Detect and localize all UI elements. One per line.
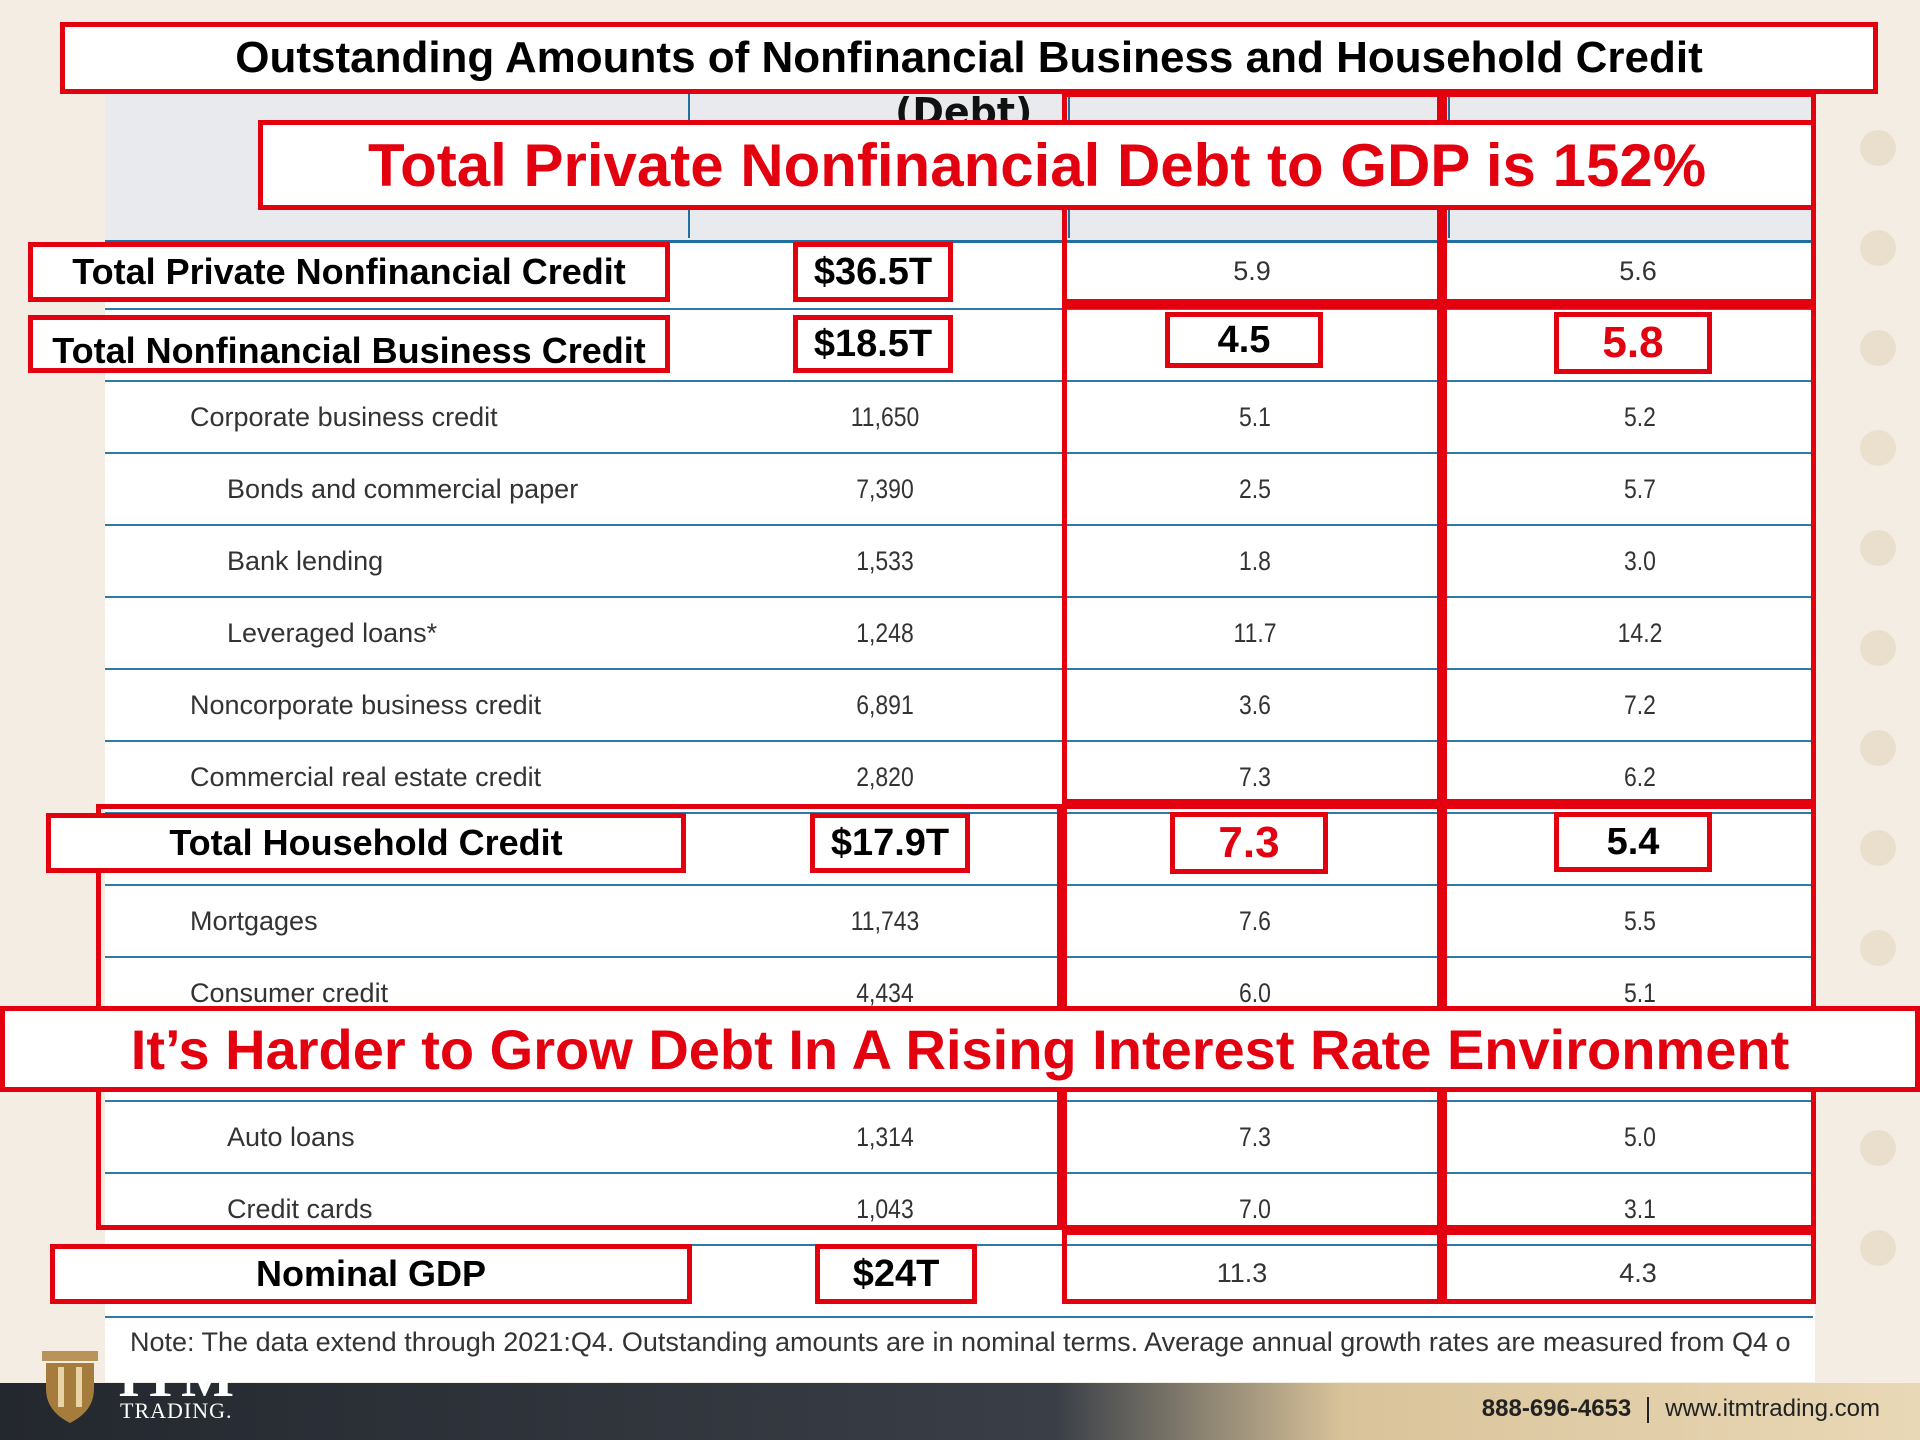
row-amount: 1,314 <box>856 1122 914 1152</box>
row-growth-2: 5.1 <box>1624 978 1656 1008</box>
table-row-gdp <box>105 1246 1813 1318</box>
row-label: Bank lending <box>227 546 384 576</box>
row-label: Auto loans <box>227 1122 355 1152</box>
table-row-business <box>105 310 1813 382</box>
table-row: Auto loans 1,314 7.3 5.0 <box>105 1102 1813 1174</box>
row-label: Bonds and commercial paper <box>227 474 579 504</box>
row-growth-1: 7.6 <box>1239 906 1271 936</box>
footer-bar <box>0 1383 1920 1440</box>
label-household-credit: Total Household Credit <box>46 813 686 873</box>
row-amount: 1,533 <box>856 546 914 576</box>
row-growth-1: 3.6 <box>1239 690 1271 720</box>
row-label: Leveraged loans* <box>227 618 438 648</box>
contact-info: 888-696-4653 www.itmtrading.com <box>1482 1395 1880 1423</box>
table-row-hidden <box>105 1030 1813 1102</box>
label-nominal-gdp: Nominal GDP <box>50 1244 692 1304</box>
table-row: Mortgages 11,743 7.6 5.5 <box>105 886 1813 958</box>
private-growth-1: 5.9 <box>1233 256 1271 286</box>
row-amount: 1,043 <box>856 1194 914 1224</box>
row-growth-2: 7.2 <box>1624 690 1656 720</box>
brand-sub: TRADING. <box>120 1398 233 1423</box>
row-growth-1: 7.3 <box>1239 762 1271 792</box>
row-amount: 4,434 <box>856 978 914 1008</box>
decorative-pattern <box>1830 90 1920 1340</box>
growth-business-1: 4.5 <box>1165 312 1323 368</box>
table-row: Leveraged loans* 1,248 11.7 14.2 <box>105 598 1813 670</box>
row-growth-2: 5.7 <box>1624 474 1656 504</box>
table-note: Note: The data extend through 2021:Q4. O… <box>130 1327 1790 1357</box>
gdp-growth-2: 4.3 <box>1619 1258 1657 1288</box>
row-growth-2: 5.0 <box>1624 1122 1656 1152</box>
row-growth-1: 7.0 <box>1239 1194 1271 1224</box>
table-row-private <box>105 238 1813 310</box>
row-amount: 11,650 <box>850 402 920 432</box>
row-amount: 7,390 <box>856 474 914 504</box>
row-amount: 2,820 <box>856 762 914 792</box>
row-label: Credit cards <box>227 1194 373 1224</box>
private-growth-2: 5.6 <box>1619 256 1657 286</box>
row-growth-1: 1.8 <box>1239 546 1271 576</box>
gdp-growth-1: 11.3 <box>1216 1258 1268 1288</box>
website-link[interactable]: www.itmtrading.com <box>1665 1395 1880 1422</box>
row-growth-2: 5.2 <box>1624 402 1656 432</box>
row-growth-2: 5.5 <box>1624 906 1656 936</box>
table-row: Noncorporate business credit 6,891 3.6 7… <box>105 670 1813 742</box>
row-amount: 11,743 <box>850 906 920 936</box>
highlight-frame <box>1442 304 1816 804</box>
amount-household-credit: $17.9T <box>810 813 970 873</box>
row-growth-2: 14.2 <box>1617 618 1663 648</box>
row-growth-1: 2.5 <box>1239 474 1271 504</box>
table-row: Bank lending 1,533 1.8 3.0 <box>105 526 1813 598</box>
row-label: Noncorporate business credit <box>190 690 542 720</box>
row-growth-2: 6.2 <box>1624 762 1656 792</box>
row-growth-1: 6.0 <box>1239 978 1271 1008</box>
growth-business-2: 5.8 <box>1554 312 1712 374</box>
highlight-frame <box>1062 304 1442 804</box>
growth-household-2: 5.4 <box>1554 812 1712 872</box>
row-growth-1: 11.7 <box>1233 618 1277 648</box>
label-business-credit: Total Nonfinancial Business Credit <box>28 315 670 373</box>
headline-rising-rates: It’s Harder to Grow Debt In A Rising Int… <box>0 1006 1920 1092</box>
table-row: Corporate business credit 11,650 5.1 5.2 <box>105 382 1813 454</box>
row-amount: 6,891 <box>856 690 914 720</box>
amount-nominal-gdp: $24T <box>815 1244 977 1304</box>
amount-private-credit: $36.5T <box>793 242 953 302</box>
row-growth-1: 7.3 <box>1239 1122 1271 1152</box>
growth-household-1: 7.3 <box>1170 812 1328 874</box>
row-growth-2: 3.1 <box>1624 1194 1656 1224</box>
row-growth-1: 5.1 <box>1239 402 1271 432</box>
row-growth-2: 3.0 <box>1624 546 1656 576</box>
highlight-frame <box>1442 1230 1816 1304</box>
row-amount: 1,248 <box>856 618 914 648</box>
itm-logo-icon <box>42 1351 98 1423</box>
brand-name: ITM <box>118 1347 236 1409</box>
highlight-frame <box>1062 1230 1442 1304</box>
row-label: Mortgages <box>190 906 318 936</box>
row-label: Commercial real estate credit <box>190 762 542 792</box>
headline-debt-to-gdp: Total Private Nonfinancial Debt to GDP i… <box>258 120 1816 210</box>
row-label: Consumer credit <box>190 978 389 1008</box>
page-title: Outstanding Amounts of Nonfinancial Busi… <box>60 22 1878 94</box>
table-row: Bonds and commercial paper 7,390 2.5 5.7 <box>105 454 1813 526</box>
label-private-credit: Total Private Nonfinancial Credit <box>28 242 670 302</box>
row-label: Corporate business credit <box>190 402 498 432</box>
amount-business-credit: $18.5T <box>793 315 953 373</box>
table-row-household <box>105 814 1813 886</box>
contact-divider <box>1647 1396 1650 1423</box>
phone-number[interactable]: 888-696-4653 <box>1481 1395 1632 1422</box>
